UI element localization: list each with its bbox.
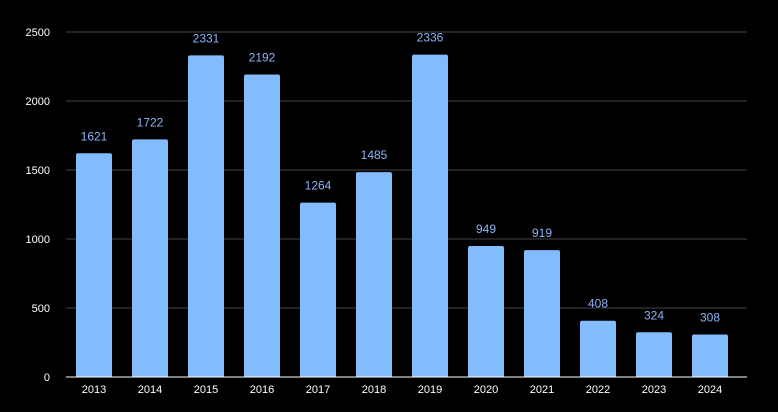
- bar-2017[interactable]: [300, 202, 336, 377]
- y-tick-label: 1000: [26, 234, 50, 246]
- data-label-2022: 408: [588, 297, 608, 311]
- x-tick-label-2015: 2015: [194, 384, 218, 396]
- x-tick-label-2022: 2022: [586, 384, 610, 396]
- bars: [76, 54, 728, 378]
- x-tick-label-2021: 2021: [530, 384, 554, 396]
- data-labels: 1621 1722 2331 2192 1264 1485 2336 949 919 408 324…: [81, 31, 721, 325]
- bar-2021[interactable]: [524, 250, 560, 377]
- x-tick-label-2023: 2023: [642, 384, 666, 396]
- x-tick-label-2017: 2017: [306, 384, 330, 396]
- x-tick-label-2024: 2024: [698, 384, 722, 396]
- data-label-2016: 2192: [249, 51, 276, 65]
- bar-2020[interactable]: [468, 246, 504, 377]
- x-tick-label-2014: 2014: [138, 384, 162, 396]
- data-label-2017: 1264: [305, 179, 332, 193]
- bar-2018[interactable]: [356, 172, 392, 377]
- x-tick-label-2013: 2013: [82, 384, 106, 396]
- bar-2024[interactable]: [692, 334, 728, 377]
- data-label-2024: 308: [700, 310, 720, 324]
- gridlines: [66, 31, 747, 309]
- x-tick-label-2016: 2016: [250, 384, 274, 396]
- data-label-2018: 1485: [361, 148, 388, 162]
- x-tick-label-2020: 2020: [474, 384, 498, 396]
- data-label-2014: 1722: [137, 115, 164, 129]
- y-tick-label: 500: [32, 303, 50, 315]
- bar-2013[interactable]: [76, 153, 112, 377]
- y-tick-label: 0: [44, 372, 50, 384]
- bar-2023[interactable]: [636, 332, 672, 377]
- axes: 0 500 1000 1500 2000 2500 2013 2014 2015 2016 2017…: [26, 27, 747, 396]
- bar-2014[interactable]: [132, 139, 168, 377]
- data-label-2019: 2336: [417, 31, 444, 45]
- data-label-2023: 324: [644, 308, 664, 322]
- bar-2022[interactable]: [580, 320, 616, 377]
- x-tick-label-2019: 2019: [418, 384, 442, 396]
- data-label-2015: 2331: [193, 31, 220, 45]
- y-tick-label: 2000: [26, 96, 50, 108]
- bar-2019[interactable]: [412, 54, 448, 378]
- y-tick-label: 1500: [26, 165, 50, 177]
- data-label-2013: 1621: [81, 129, 108, 143]
- y-tick-label: 2500: [26, 27, 50, 39]
- bar-2016[interactable]: [244, 74, 280, 377]
- bar-2015[interactable]: [188, 55, 224, 378]
- data-label-2020: 949: [476, 222, 496, 236]
- x-tick-label-2018: 2018: [362, 384, 386, 396]
- data-label-2021: 919: [532, 226, 552, 240]
